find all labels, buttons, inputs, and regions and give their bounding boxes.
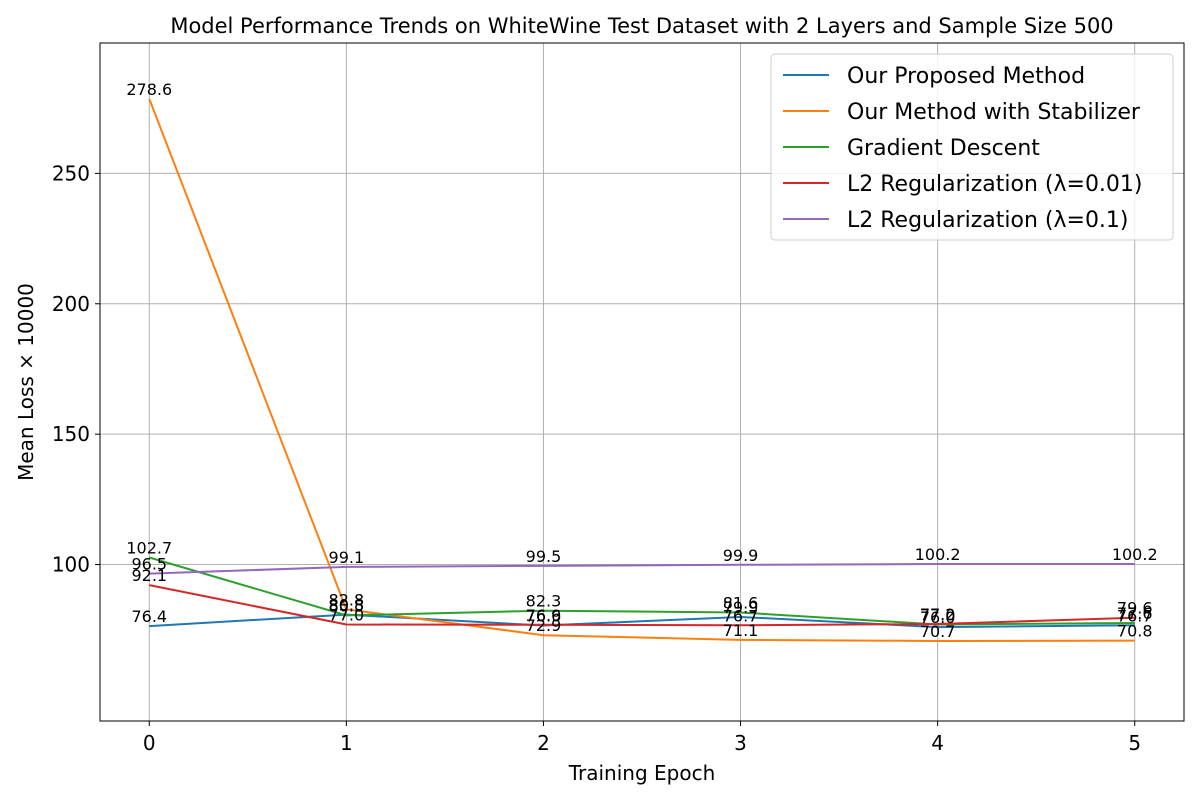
data-label: 77.0 [920, 606, 956, 625]
data-label: 278.6 [126, 80, 172, 99]
y-tick-label: 100 [52, 553, 90, 577]
data-label: 99.9 [723, 546, 759, 565]
data-label: 99.1 [329, 548, 365, 567]
data-label: 72.9 [526, 616, 562, 635]
data-label: 100.2 [915, 545, 961, 564]
legend-label: L2 Regularization (λ=0.1) [847, 208, 1129, 233]
series-line [148, 556, 1135, 626]
data-label: 96.5 [131, 555, 167, 574]
data-label: 77.2 [920, 605, 956, 624]
data-label: 82.3 [526, 592, 562, 611]
data-label: 80.5 [329, 596, 365, 615]
data-label: 76.0 [920, 608, 956, 627]
data-label: 76.6 [526, 607, 562, 626]
data-label: 76.4 [131, 607, 167, 626]
legend: Our Proposed Method Our Method with Stabi… [770, 53, 1174, 241]
y-axis-ticks: 100 150 200 250 [52, 161, 100, 577]
data-label: 81.6 [723, 594, 759, 613]
data-label: 82.8 [329, 590, 365, 609]
data-label: 80.8 [329, 596, 365, 615]
data-label: 100.2 [1112, 545, 1158, 564]
y-tick-label: 150 [52, 422, 90, 446]
y-tick-label: 200 [52, 292, 90, 316]
legend-label: Gradient Descent [847, 136, 1040, 161]
data-label: 92.1 [131, 566, 167, 585]
x-tick-label: 0 [143, 731, 156, 755]
data-label: 102.7 [126, 538, 172, 557]
x-tick-label: 3 [734, 731, 747, 755]
data-label: 79.9 [723, 598, 759, 617]
data-label: 71.1 [723, 621, 759, 640]
data-label: 79.6 [1117, 599, 1153, 618]
chart-title: Model Performance Trends on WhiteWine Te… [170, 14, 1113, 38]
data-labels: 76.4 80.8 76.6 79.9 76.0 76.7 278.6 82.8 72.9 71.… [126, 80, 1157, 641]
x-tick-label: 1 [340, 731, 353, 755]
series-line [149, 584, 1135, 627]
data-label: 77.6 [1117, 604, 1153, 623]
data-label: 99.5 [526, 547, 562, 566]
x-tick-label: 2 [537, 731, 550, 755]
series-line [149, 563, 1135, 575]
plot-frame [99, 42, 1185, 722]
x-tick-label: 5 [1128, 731, 1141, 755]
series-line [148, 98, 1135, 642]
data-label: 76.7 [1117, 606, 1153, 625]
y-axis-label: Mean Loss × 10000 [14, 283, 38, 481]
legend-label: Our Method with Stabilizer [847, 100, 1141, 125]
x-tick-label: 4 [931, 731, 944, 755]
data-label: 76.7 [723, 606, 759, 625]
x-axis-label: Training Epoch [568, 761, 716, 785]
data-label: 70.7 [920, 622, 956, 641]
x-axis-ticks: 0 1 2 3 4 5 [143, 721, 1141, 755]
data-label: 77.0 [329, 606, 365, 625]
legend-label: Our Proposed Method [847, 64, 1085, 89]
data-label: 70.8 [1117, 622, 1153, 641]
y-tick-label: 250 [52, 161, 90, 185]
series-line [149, 613, 1135, 629]
data-label: 76.9 [526, 606, 562, 625]
series-lines [148, 98, 1135, 642]
legend-box [770, 53, 1174, 241]
legend-label: L2 Regularization (λ=0.01) [847, 172, 1143, 197]
